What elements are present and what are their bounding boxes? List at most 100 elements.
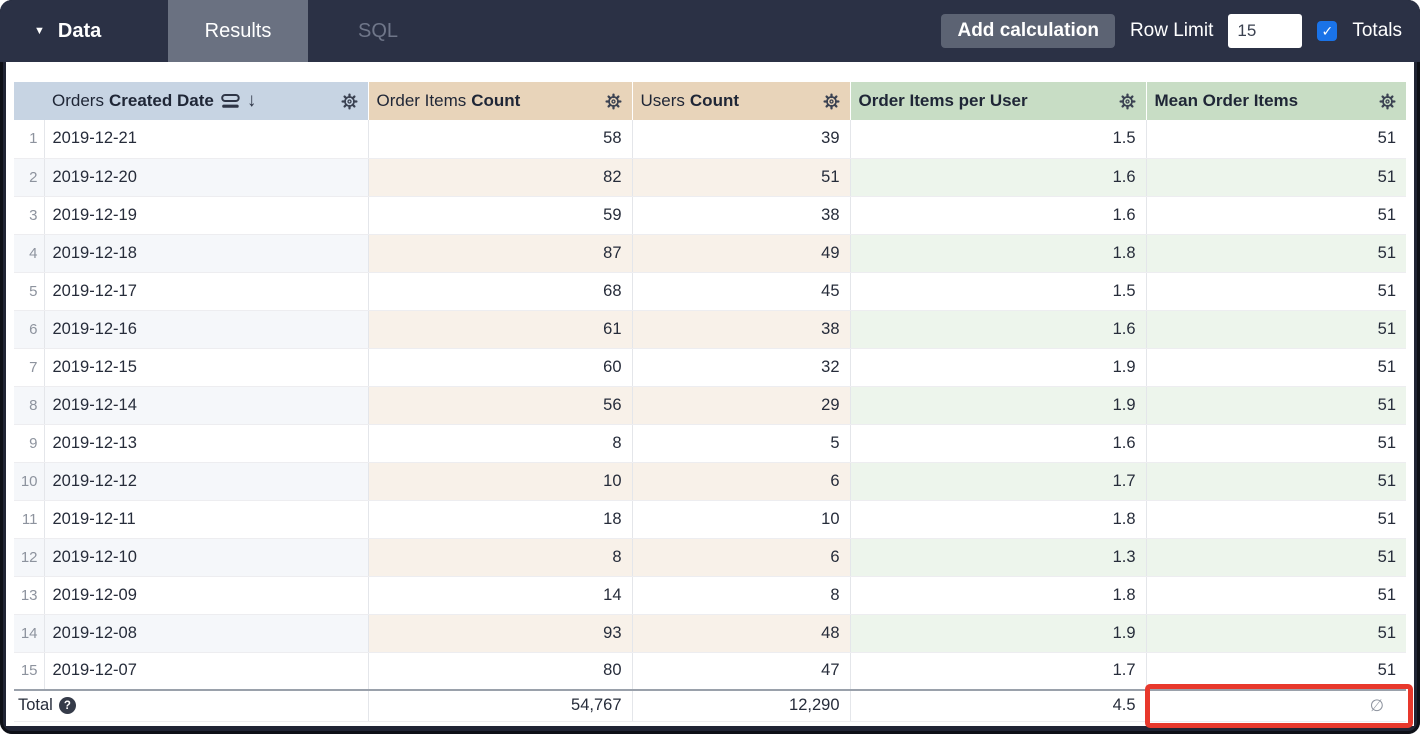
cell-date[interactable]: 2019-12-08 [44, 614, 369, 653]
cell-order-items-per-user[interactable]: 1.7 [850, 462, 1147, 501]
cell-date[interactable]: 2019-12-11 [44, 500, 369, 539]
column-gear-button[interactable] [1117, 91, 1138, 112]
cell-mean-order-items[interactable]: 51 [1146, 310, 1406, 349]
column-header-users-count[interactable]: Users Count [631, 82, 850, 120]
data-section-label: Data [57, 19, 102, 42]
cell-date[interactable]: 2019-12-21 [44, 120, 369, 159]
column-header-orders-created-date[interactable]: Orders Created Date ↓ [44, 82, 368, 120]
cell-date[interactable]: 2019-12-17 [44, 272, 369, 311]
cell-date[interactable]: 2019-12-09 [44, 576, 369, 615]
cell-order-items-count[interactable]: 8 [368, 538, 633, 577]
cell-mean-order-items[interactable]: 51 [1146, 462, 1406, 501]
gear-icon [822, 92, 840, 110]
cell-order-items-per-user[interactable]: 1.9 [850, 614, 1147, 653]
cell-order-items-per-user[interactable]: 1.3 [850, 538, 1147, 577]
cell-order-items-count[interactable]: 80 [368, 652, 633, 691]
cell-users-count[interactable]: 38 [632, 310, 851, 349]
cell-users-count[interactable]: 8 [632, 576, 851, 615]
column-header-order-items-count[interactable]: Order Items Count [367, 82, 632, 120]
column-gear-button[interactable] [339, 91, 360, 112]
cell-order-items-count[interactable]: 87 [368, 234, 633, 273]
cell-users-count[interactable]: 5 [632, 424, 851, 463]
cell-date[interactable]: 2019-12-14 [44, 386, 369, 425]
cell-order-items-count[interactable]: 56 [368, 386, 633, 425]
cell-users-count[interactable]: 48 [632, 614, 851, 653]
cell-date[interactable]: 2019-12-13 [44, 424, 369, 463]
add-calculation-button[interactable]: Add calculation [941, 14, 1115, 48]
tab-sql[interactable]: SQL [357, 19, 399, 42]
cell-order-items-count[interactable]: 14 [368, 576, 633, 615]
sort-desc-arrow-icon[interactable]: ↓ [246, 90, 257, 111]
column-gear-button[interactable] [821, 91, 842, 112]
cell-users-count[interactable]: 29 [632, 386, 851, 425]
cell-date[interactable]: 2019-12-12 [44, 462, 369, 501]
cell-mean-order-items[interactable]: 51 [1146, 348, 1406, 387]
cell-mean-order-items[interactable]: 51 [1146, 538, 1406, 577]
total-order-items-per-user[interactable]: 4.5 [850, 689, 1147, 722]
cell-users-count[interactable]: 49 [632, 234, 851, 273]
cell-order-items-count[interactable]: 59 [368, 196, 633, 235]
cell-order-items-per-user[interactable]: 1.9 [850, 348, 1147, 387]
row-limit-input[interactable] [1228, 14, 1303, 48]
cell-order-items-per-user[interactable]: 1.8 [850, 500, 1147, 539]
total-label-cell: Total ? [14, 689, 369, 722]
column-header-order-items-per-user[interactable]: Order Items per User [849, 82, 1146, 120]
cell-mean-order-items[interactable]: 51 [1146, 196, 1406, 235]
cell-users-count[interactable]: 47 [632, 652, 851, 691]
cell-order-items-per-user[interactable]: 1.6 [850, 424, 1147, 463]
cell-users-count[interactable]: 32 [632, 348, 851, 387]
topbar-controls: Add calculation Row Limit ✓ Totals [941, 0, 1420, 62]
column-header-mean-order-items[interactable]: Mean Order Items [1145, 82, 1406, 120]
cell-mean-order-items[interactable]: 51 [1146, 500, 1406, 539]
cell-order-items-per-user[interactable]: 1.8 [850, 576, 1147, 615]
cell-users-count[interactable]: 38 [632, 196, 851, 235]
cell-order-items-count[interactable]: 58 [368, 120, 633, 159]
cell-users-count[interactable]: 6 [632, 462, 851, 501]
cell-order-items-count[interactable]: 8 [368, 424, 633, 463]
cell-order-items-per-user[interactable]: 1.8 [850, 234, 1147, 273]
cell-date[interactable]: 2019-12-20 [44, 158, 369, 197]
totals-checkbox[interactable]: ✓ [1317, 21, 1338, 41]
cell-mean-order-items[interactable]: 51 [1146, 576, 1406, 615]
help-icon[interactable]: ? [58, 697, 76, 715]
cell-mean-order-items[interactable]: 51 [1146, 424, 1406, 463]
cell-order-items-per-user[interactable]: 1.5 [850, 120, 1147, 159]
cell-mean-order-items[interactable]: 51 [1146, 272, 1406, 311]
cell-mean-order-items[interactable]: 51 [1146, 386, 1406, 425]
total-order-items-count[interactable]: 54,767 [368, 689, 633, 722]
cell-order-items-per-user[interactable]: 1.6 [850, 158, 1147, 197]
total-users-count[interactable]: 12,290 [632, 689, 851, 722]
cell-date[interactable]: 2019-12-15 [44, 348, 369, 387]
cell-date[interactable]: 2019-12-07 [44, 652, 369, 691]
cell-order-items-count[interactable]: 61 [368, 310, 633, 349]
data-section-toggle[interactable]: ▼ Data [0, 0, 168, 62]
column-gear-button[interactable] [1377, 91, 1398, 112]
cell-order-items-per-user[interactable]: 1.6 [850, 310, 1147, 349]
cell-order-items-per-user[interactable]: 1.6 [850, 196, 1147, 235]
cell-order-items-count[interactable]: 18 [368, 500, 633, 539]
cell-order-items-count[interactable]: 68 [368, 272, 633, 311]
cell-users-count[interactable]: 6 [632, 538, 851, 577]
cell-mean-order-items[interactable]: 51 [1146, 158, 1406, 197]
cell-date[interactable]: 2019-12-16 [44, 310, 369, 349]
cell-date[interactable]: 2019-12-19 [44, 196, 369, 235]
cell-order-items-per-user[interactable]: 1.7 [850, 652, 1147, 691]
cell-mean-order-items[interactable]: 51 [1146, 614, 1406, 653]
cell-mean-order-items[interactable]: 51 [1146, 234, 1406, 273]
cell-mean-order-items[interactable]: 51 [1146, 120, 1406, 159]
cell-users-count[interactable]: 51 [632, 158, 851, 197]
cell-mean-order-items[interactable]: 51 [1146, 652, 1406, 691]
cell-date[interactable]: 2019-12-10 [44, 538, 369, 577]
cell-order-items-per-user[interactable]: 1.9 [850, 386, 1147, 425]
cell-order-items-count[interactable]: 10 [368, 462, 633, 501]
cell-date[interactable]: 2019-12-18 [44, 234, 369, 273]
cell-users-count[interactable]: 45 [632, 272, 851, 311]
cell-order-items-count[interactable]: 60 [368, 348, 633, 387]
cell-order-items-per-user[interactable]: 1.5 [850, 272, 1147, 311]
cell-users-count[interactable]: 39 [632, 120, 851, 159]
cell-users-count[interactable]: 10 [632, 500, 851, 539]
cell-order-items-count[interactable]: 82 [368, 158, 633, 197]
tab-results[interactable]: Results [168, 0, 308, 62]
column-gear-button[interactable] [603, 91, 624, 112]
cell-order-items-count[interactable]: 93 [368, 614, 633, 653]
